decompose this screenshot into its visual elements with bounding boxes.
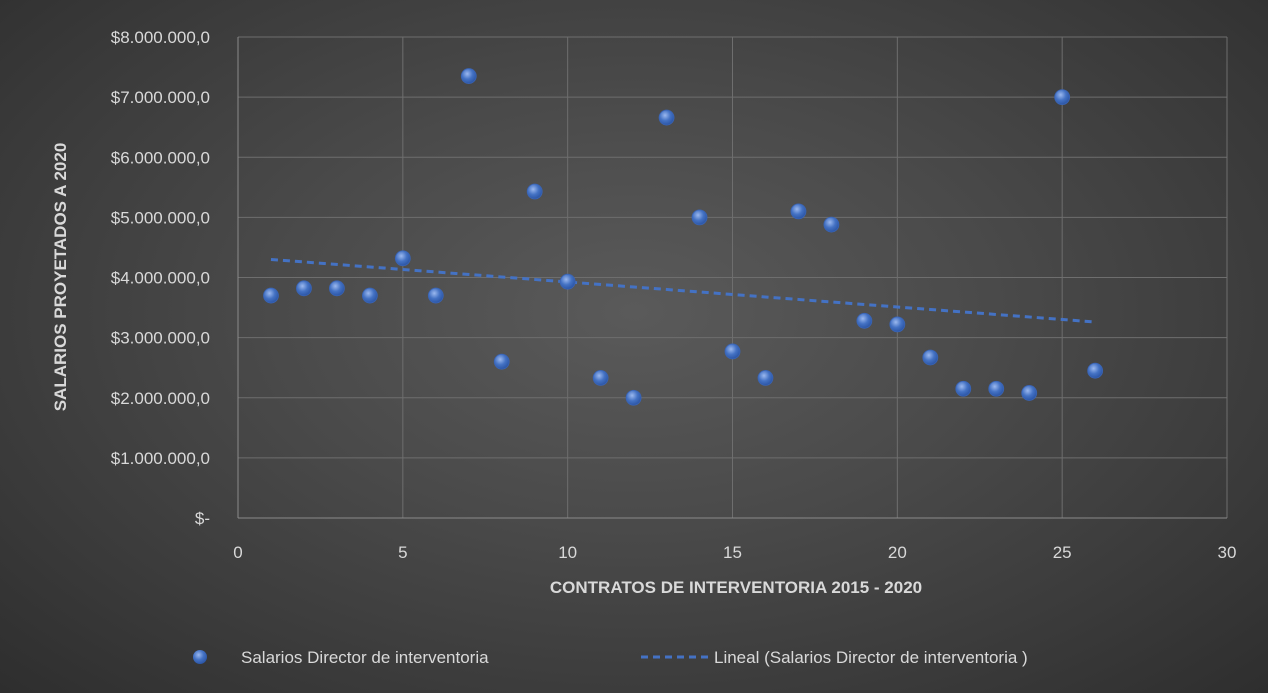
y-tick-label: $6.000.000,0 [111,148,210,167]
data-point [658,109,675,126]
data-point [526,183,543,200]
y-axis-title: SALARIOS PROYETADOS A 2020 [51,143,70,412]
gridlines [238,36,1228,518]
data-point [296,280,312,297]
data-point [592,370,609,386]
y-tick-label: $8.000.000,0 [111,28,210,47]
data-point [263,287,279,304]
y-tick-label: $3.000.000,0 [111,329,210,348]
legend-label-scatter: Salarios Director de interventoria [241,648,489,667]
y-tick-label: $7.000.000,0 [111,88,210,107]
data-point [757,370,774,386]
data-point [559,273,576,290]
data-point [394,250,411,267]
data-points [263,68,1104,406]
y-tick-label: $1.000.000,0 [111,449,210,468]
data-point [724,343,741,360]
data-point [922,349,939,366]
legend: Salarios Director de interventoria Linea… [193,648,1028,667]
data-point [361,287,378,304]
trendline [270,257,1096,324]
x-tick-label: 10 [558,543,577,562]
trendline-layer [270,257,1096,324]
legend-label-trendline: Lineal (Salarios Director de interventor… [714,648,1028,667]
x-tick-labels: 0 5 10 15 20 25 30 [233,543,1236,562]
y-tick-label: $4.000.000,0 [111,269,210,288]
y-tick-label: $5.000.000,0 [111,208,210,227]
data-point [625,389,642,406]
x-tick-label: 15 [723,543,742,562]
x-tick-label: 25 [1053,543,1072,562]
data-point [1054,89,1071,106]
axes [237,37,1227,519]
data-point [1021,385,1038,401]
data-point [988,380,1005,397]
data-point [823,216,840,233]
data-point [427,287,444,304]
data-point [691,209,708,226]
x-tick-label: 20 [888,543,907,562]
x-tick-label: 5 [398,543,407,562]
y-tick-label: $2.000.000,0 [111,389,210,408]
data-point [856,312,873,329]
y-tick-labels: $- $1.000.000,0 $2.000.000,0 $3.000.000,0 $4… [111,28,210,528]
data-point [328,280,345,297]
legend-marker-scatter [193,650,207,664]
y-tick-label: $- [195,509,210,528]
data-point [460,68,477,84]
x-tick-label: 30 [1218,543,1237,562]
data-point [1087,362,1104,379]
x-tick-label: 0 [233,543,242,562]
data-point [955,380,972,397]
data-point [493,353,510,370]
data-point [889,316,906,333]
x-axis-title: CONTRATOS DE INTERVENTORIA 2015 - 2020 [550,578,922,597]
data-point [790,203,807,220]
